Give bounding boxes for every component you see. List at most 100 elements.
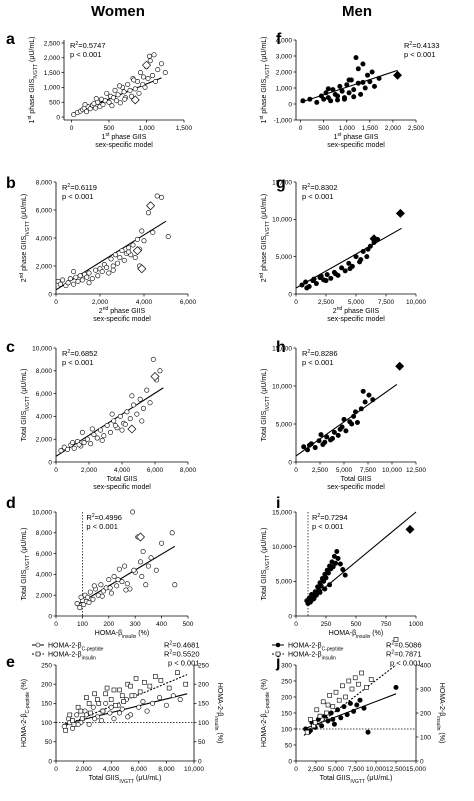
data-point-insulin xyxy=(349,686,355,692)
x-tick-label: 15,000 xyxy=(406,766,426,773)
data-point xyxy=(346,260,352,266)
data-point-diamond xyxy=(135,532,145,542)
data-point-insulin xyxy=(70,718,75,723)
x-tick-label: 10,000 xyxy=(406,299,426,306)
data-point-diamond xyxy=(127,424,137,434)
y-tick-label: 15,000 xyxy=(272,509,292,516)
x-tick-label: 4,000 xyxy=(114,467,131,474)
stat-r2: R2=0.4996 xyxy=(86,513,122,522)
stat-p-value: p < 0.001 xyxy=(390,659,422,668)
data-point xyxy=(150,73,156,79)
data-point xyxy=(303,279,309,285)
data-point-insulin xyxy=(346,678,352,684)
y-tick-label: 500 xyxy=(49,100,60,107)
x-tick-label: 750 xyxy=(381,621,392,628)
stat-p-value: p < 0.001 xyxy=(312,522,344,531)
data-point xyxy=(358,91,364,97)
x-tick-label: 7,500 xyxy=(378,299,395,306)
data-point xyxy=(364,254,370,260)
regression-line xyxy=(55,387,164,457)
data-point-insulin xyxy=(86,701,92,706)
data-point-diamond xyxy=(405,524,415,534)
data-point xyxy=(89,276,95,282)
y-tick-label: 200 xyxy=(281,694,292,701)
y-axis-label: Total GIISIVGTT (μU/mL) xyxy=(261,369,271,442)
data-point xyxy=(84,436,90,442)
y-tick-label: 10,000 xyxy=(272,383,292,390)
data-point xyxy=(339,265,345,271)
data-point xyxy=(148,555,154,561)
data-point xyxy=(318,273,324,279)
y-tick-label: 15,000 xyxy=(272,179,292,186)
y2-tick-label: 250 xyxy=(198,662,209,669)
x-axis-label-line2: sex-specific model xyxy=(93,484,151,491)
data-point-insulin xyxy=(128,683,133,689)
panel-d: d 0 100 200 300 400 500 0 2,000 4,000 6,000 8,000 10… xyxy=(6,495,194,640)
data-point-insulin xyxy=(129,693,135,699)
x-tick-label: 10,000 xyxy=(184,766,204,773)
x-tick-label: 2,500 xyxy=(308,766,325,773)
x-tick-label: 500 xyxy=(104,125,115,132)
data-point xyxy=(362,85,368,91)
data-point xyxy=(71,445,77,451)
y-tick-label: 8,000 xyxy=(36,368,53,375)
data-point-cpeptide xyxy=(347,700,353,706)
y-tick-label: 5,000 xyxy=(276,579,293,586)
data-point xyxy=(346,77,352,83)
panel-letter: f xyxy=(276,31,282,48)
y-axis-label: Total GIISIVGTT (μU/mL) xyxy=(261,528,271,601)
data-point-cpeptide xyxy=(140,698,146,704)
y-tick-label: 4,000 xyxy=(36,235,53,242)
y2-tick-label: 400 xyxy=(420,662,431,669)
x-tick-label: 1,000 xyxy=(138,125,155,132)
data-point xyxy=(117,413,123,419)
data-point xyxy=(318,583,324,589)
data-point-insulin xyxy=(158,678,164,683)
data-point xyxy=(78,594,84,600)
y-tick-label: 3,000 xyxy=(276,53,293,60)
data-point-insulin xyxy=(111,687,117,693)
y-tick-label: 10,000 xyxy=(32,509,52,516)
y-tick-label: 0 xyxy=(48,758,52,765)
data-point xyxy=(343,428,349,434)
panel-letter: j xyxy=(275,654,280,671)
y2-tick-label: 100 xyxy=(198,720,209,727)
data-point xyxy=(112,252,118,258)
legend-marker-cpeptide xyxy=(275,642,281,648)
x-tick-label: 0 xyxy=(294,621,298,628)
x-axis-label-line2: sex-specific model xyxy=(327,484,385,491)
data-point xyxy=(300,98,306,104)
data-point xyxy=(134,236,140,242)
stat-r2: R2=0.4133 xyxy=(404,41,440,50)
y-tick-label: 1,500 xyxy=(44,70,61,77)
data-point xyxy=(321,578,327,584)
panel-letter: a xyxy=(6,31,15,48)
data-point xyxy=(58,448,64,454)
stat-r2-cpeptide: R2=0.5086 xyxy=(386,641,422,650)
data-point-cpeptide xyxy=(331,721,337,727)
data-point-cpeptide xyxy=(163,702,169,708)
data-point xyxy=(106,577,112,583)
x-tick-label: 4,000 xyxy=(103,766,120,773)
panel-letter: e xyxy=(6,654,15,671)
data-point xyxy=(104,423,110,429)
data-point-cpeptide xyxy=(393,684,399,690)
x-axis-label: HOMA-βinsulin (%) xyxy=(95,630,149,640)
data-point-cpeptide xyxy=(361,705,367,711)
data-point xyxy=(127,87,133,93)
panel-letter: b xyxy=(6,175,16,192)
y-axis-label: HOMA-2-βC-peptide (%) xyxy=(21,679,31,747)
x-tick-label: 0 xyxy=(54,299,58,306)
data-point xyxy=(362,399,368,405)
data-point xyxy=(87,106,93,112)
y-axis-label: 1st phase GIISIVGTT (μU/mL) xyxy=(27,37,39,124)
data-point-insulin xyxy=(166,685,172,691)
data-point-insulin xyxy=(95,697,100,702)
data-point-cpeptide xyxy=(365,729,371,735)
data-point-insulin xyxy=(324,710,329,716)
x-axis-label: 1st phase GIIS xyxy=(334,132,379,141)
data-point xyxy=(331,553,337,559)
data-point xyxy=(140,549,146,555)
y-tick-label: 250 xyxy=(281,678,292,685)
data-point xyxy=(84,109,90,115)
